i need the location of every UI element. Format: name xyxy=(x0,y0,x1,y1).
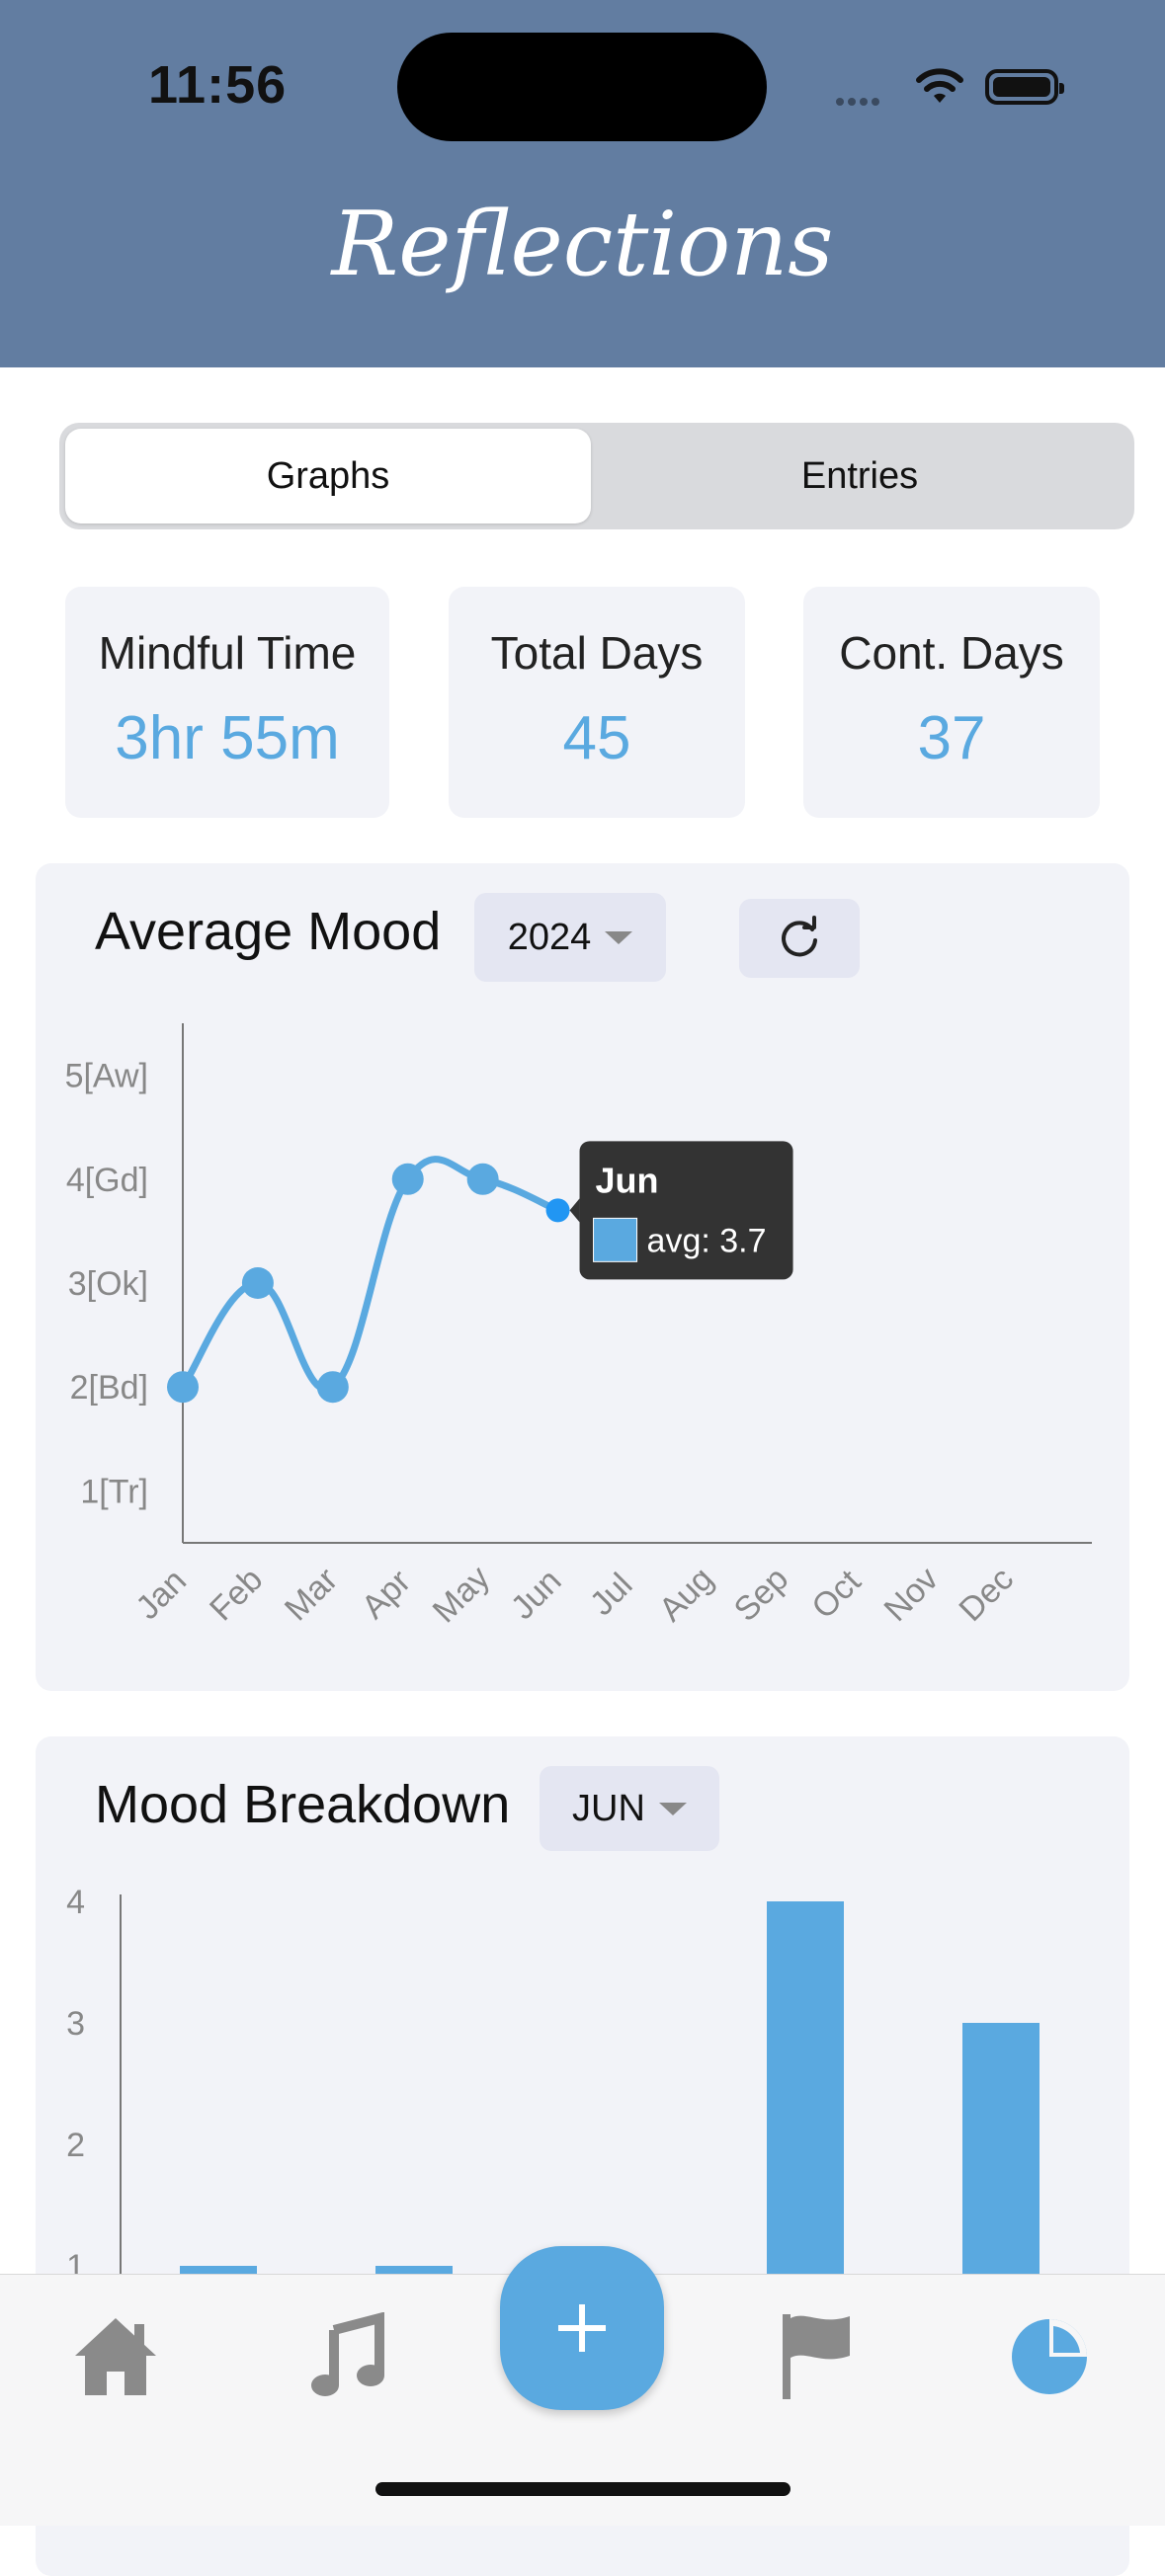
y-tick-label: 2[Bd] xyxy=(70,1369,148,1407)
refresh-button[interactable] xyxy=(739,899,860,978)
y-tick-label: 2 xyxy=(66,2127,85,2164)
mood-tooltip: Jun avg: 3.7 xyxy=(569,1141,793,1280)
year-dropdown-value: 2024 xyxy=(507,916,592,958)
stat-card-mindful-time: Mindful Time 3hr 55m xyxy=(65,587,389,818)
mood-point-may xyxy=(466,1163,499,1195)
y-tick-label: 4 xyxy=(66,1884,85,1921)
home-icon[interactable] xyxy=(71,2312,160,2405)
tab-graphs[interactable]: Graphs xyxy=(65,429,591,523)
flag-icon[interactable] xyxy=(777,2310,856,2405)
y-tick-label: 1[Tr] xyxy=(80,1473,148,1510)
status-time: 11:56 xyxy=(148,55,288,115)
y-tick-label: 1 xyxy=(66,2248,85,2274)
bar-mood-2 xyxy=(375,2266,453,2274)
tooltip-label: avg: 3.7 xyxy=(647,1222,767,1259)
stat-label: Cont. Days xyxy=(839,627,1064,679)
y-tick-label: 5[Aw] xyxy=(65,1058,148,1095)
chevron-down-icon xyxy=(658,1802,687,1815)
chevron-down-icon xyxy=(605,930,633,944)
stat-value: 3hr 55m xyxy=(115,704,340,772)
mood-breakdown-chart: 1 2 3 4 xyxy=(66,1884,1040,2274)
average-mood-chart: 1[Tr]2[Bd]3[Ok]4[Gd]5[Aw]Jan Feb Mar Apr May… xyxy=(65,1023,1092,1630)
mood-point-feb xyxy=(241,1267,274,1299)
y-tick-label: 3[Ok] xyxy=(68,1265,148,1303)
stat-card-total-days: Total Days 45 xyxy=(449,587,745,818)
bar-mood-1 xyxy=(180,2266,257,2274)
mood-point-mar xyxy=(316,1371,349,1404)
stat-label: Total Days xyxy=(490,627,704,679)
mood-point-jun xyxy=(545,1198,570,1223)
mood-point-apr xyxy=(391,1163,424,1195)
y-tick-label: 3 xyxy=(66,2005,85,2043)
month-dropdown-value: JUN xyxy=(572,1787,645,1829)
app-title: Reflections xyxy=(331,193,834,296)
mood-point-jan xyxy=(167,1371,199,1404)
tooltip-arrow xyxy=(569,1198,580,1223)
month-dropdown[interactable]: JUN xyxy=(540,1766,719,1851)
tooltip-swatch xyxy=(593,1217,638,1262)
bar-mood-5 xyxy=(962,2023,1040,2274)
cellular-signal-icon xyxy=(836,91,883,110)
home-indicator xyxy=(375,2482,791,2496)
refresh-icon xyxy=(782,916,817,957)
year-dropdown[interactable]: 2024 xyxy=(474,893,666,982)
battery-icon xyxy=(985,69,1064,105)
bar-mood-4 xyxy=(767,1901,844,2274)
average-mood-panel xyxy=(36,863,1129,1691)
mood-breakdown-title: Mood Breakdown xyxy=(95,1775,511,1834)
add-icon xyxy=(558,2304,606,2352)
stat-value: 45 xyxy=(562,704,631,772)
tab-entries[interactable]: Entries xyxy=(800,454,919,497)
stat-card-cont-days: Cont. Days 37 xyxy=(803,587,1100,818)
average-mood-title: Average Mood xyxy=(95,902,442,961)
stat-value: 37 xyxy=(917,704,986,772)
add-entry-button[interactable] xyxy=(500,2246,664,2410)
wifi-icon xyxy=(915,67,964,111)
stat-label: Mindful Time xyxy=(98,627,357,679)
tooltip-title: Jun xyxy=(596,1160,659,1200)
pie-chart-icon[interactable] xyxy=(1007,2314,1092,2403)
y-tick-label: 4[Gd] xyxy=(66,1162,148,1199)
music-note-icon[interactable] xyxy=(310,2311,389,2405)
dynamic-island xyxy=(397,33,767,141)
